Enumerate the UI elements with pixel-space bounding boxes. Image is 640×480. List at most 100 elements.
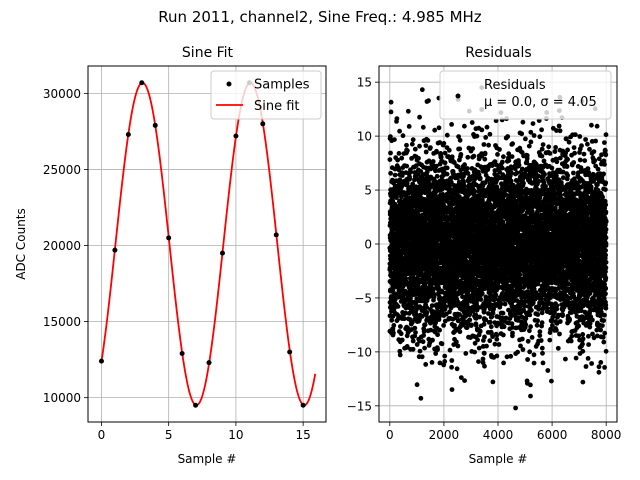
residual-point xyxy=(481,350,487,356)
residual-point xyxy=(414,382,420,388)
residual-point xyxy=(428,145,433,151)
residual-point xyxy=(424,310,430,315)
residual-point xyxy=(455,343,461,349)
sample-point xyxy=(166,235,172,241)
residual-point xyxy=(388,150,393,156)
residual-point xyxy=(467,317,473,323)
residual-point xyxy=(457,146,463,152)
residual-point xyxy=(420,339,426,345)
residual-point xyxy=(444,171,450,177)
residual-point xyxy=(398,324,403,329)
residual-point xyxy=(407,176,412,181)
residual-point xyxy=(425,138,431,143)
sample-point xyxy=(179,351,185,357)
residual-point xyxy=(487,319,493,325)
residual-point xyxy=(501,154,506,160)
residual-point xyxy=(394,116,400,121)
legend-samples-marker xyxy=(226,81,232,87)
residual-point xyxy=(408,169,414,175)
residual-point xyxy=(409,141,415,147)
residual-point xyxy=(474,133,480,139)
sine-fit-xtick-label: 15 xyxy=(296,428,311,442)
residual-point xyxy=(404,344,410,349)
sine-fit-xtick-label: 5 xyxy=(165,428,173,442)
residual-point xyxy=(494,353,500,359)
residual-point xyxy=(432,127,438,133)
residual-point xyxy=(410,346,416,352)
residual-point xyxy=(392,172,398,178)
residual-point xyxy=(484,343,489,349)
residual-point xyxy=(400,133,406,139)
residual-point xyxy=(430,337,435,343)
residual-point xyxy=(476,345,482,351)
residual-point xyxy=(499,165,505,171)
residual-point xyxy=(442,160,448,166)
sample-point xyxy=(219,250,225,256)
sine-fit-xtick-label: 10 xyxy=(228,428,243,442)
residual-point xyxy=(434,173,440,179)
residual-point xyxy=(501,324,507,330)
residual-point xyxy=(510,141,515,147)
residual-point xyxy=(416,155,421,161)
residual-point xyxy=(471,153,477,159)
sample-point xyxy=(152,122,158,128)
residual-point xyxy=(514,170,520,176)
residual-point xyxy=(435,332,440,338)
residual-point xyxy=(482,363,487,369)
residual-point xyxy=(397,352,403,358)
residual-point xyxy=(417,143,422,149)
residual-point xyxy=(404,180,410,186)
residual-point xyxy=(449,358,455,363)
residual-point xyxy=(482,334,487,340)
residual-point xyxy=(470,146,476,152)
residual-point xyxy=(475,337,480,343)
residual-point xyxy=(462,123,467,129)
residual-point xyxy=(431,294,437,300)
residual-point xyxy=(520,347,526,352)
figure-title: Run 2011, channel2, Sine Freq.: 4.985 MH… xyxy=(158,8,482,26)
residual-point xyxy=(422,345,427,351)
sine-fit-ytick-label: 15000 xyxy=(43,315,81,329)
residual-point xyxy=(519,336,525,342)
residual-point xyxy=(505,134,511,139)
residual-point xyxy=(519,131,525,137)
residual-point xyxy=(446,147,452,153)
residual-point xyxy=(477,175,483,181)
residual-point xyxy=(443,304,449,310)
residual-point xyxy=(442,359,448,364)
sample-point xyxy=(206,360,212,366)
residual-point xyxy=(444,132,450,138)
residual-point xyxy=(449,154,455,160)
residual-point xyxy=(387,157,393,163)
residual-point xyxy=(516,162,522,168)
sine-fit-legend: Samples Sine fit xyxy=(210,70,322,120)
residual-point xyxy=(395,304,401,309)
residuals-title: Residuals xyxy=(465,45,531,61)
residual-point xyxy=(388,109,394,115)
residual-point xyxy=(479,291,485,296)
sine-fit-ytick-label: 30000 xyxy=(43,87,81,101)
sine-fit-xtick-label: 0 xyxy=(98,428,106,442)
residual-point xyxy=(395,157,400,163)
residual-point xyxy=(412,146,418,152)
residual-point xyxy=(497,147,502,152)
residual-point xyxy=(462,378,467,383)
residual-point xyxy=(417,114,422,120)
sine-fit-line xyxy=(100,81,317,407)
sample-point xyxy=(287,349,293,355)
residual-point xyxy=(515,349,520,355)
residual-point xyxy=(457,329,463,335)
residual-point xyxy=(398,331,404,337)
residual-point xyxy=(396,167,402,173)
sample-point xyxy=(125,131,131,137)
residual-point xyxy=(410,319,415,325)
residual-point xyxy=(503,192,509,197)
residual-point xyxy=(447,347,453,353)
legend-fit-label: Sine fit xyxy=(254,99,300,114)
residual-point xyxy=(401,316,407,322)
residual-point xyxy=(394,195,399,201)
residual-point xyxy=(437,327,442,333)
residual-point xyxy=(483,135,489,140)
sample-point xyxy=(300,402,306,408)
residual-point xyxy=(397,177,403,183)
